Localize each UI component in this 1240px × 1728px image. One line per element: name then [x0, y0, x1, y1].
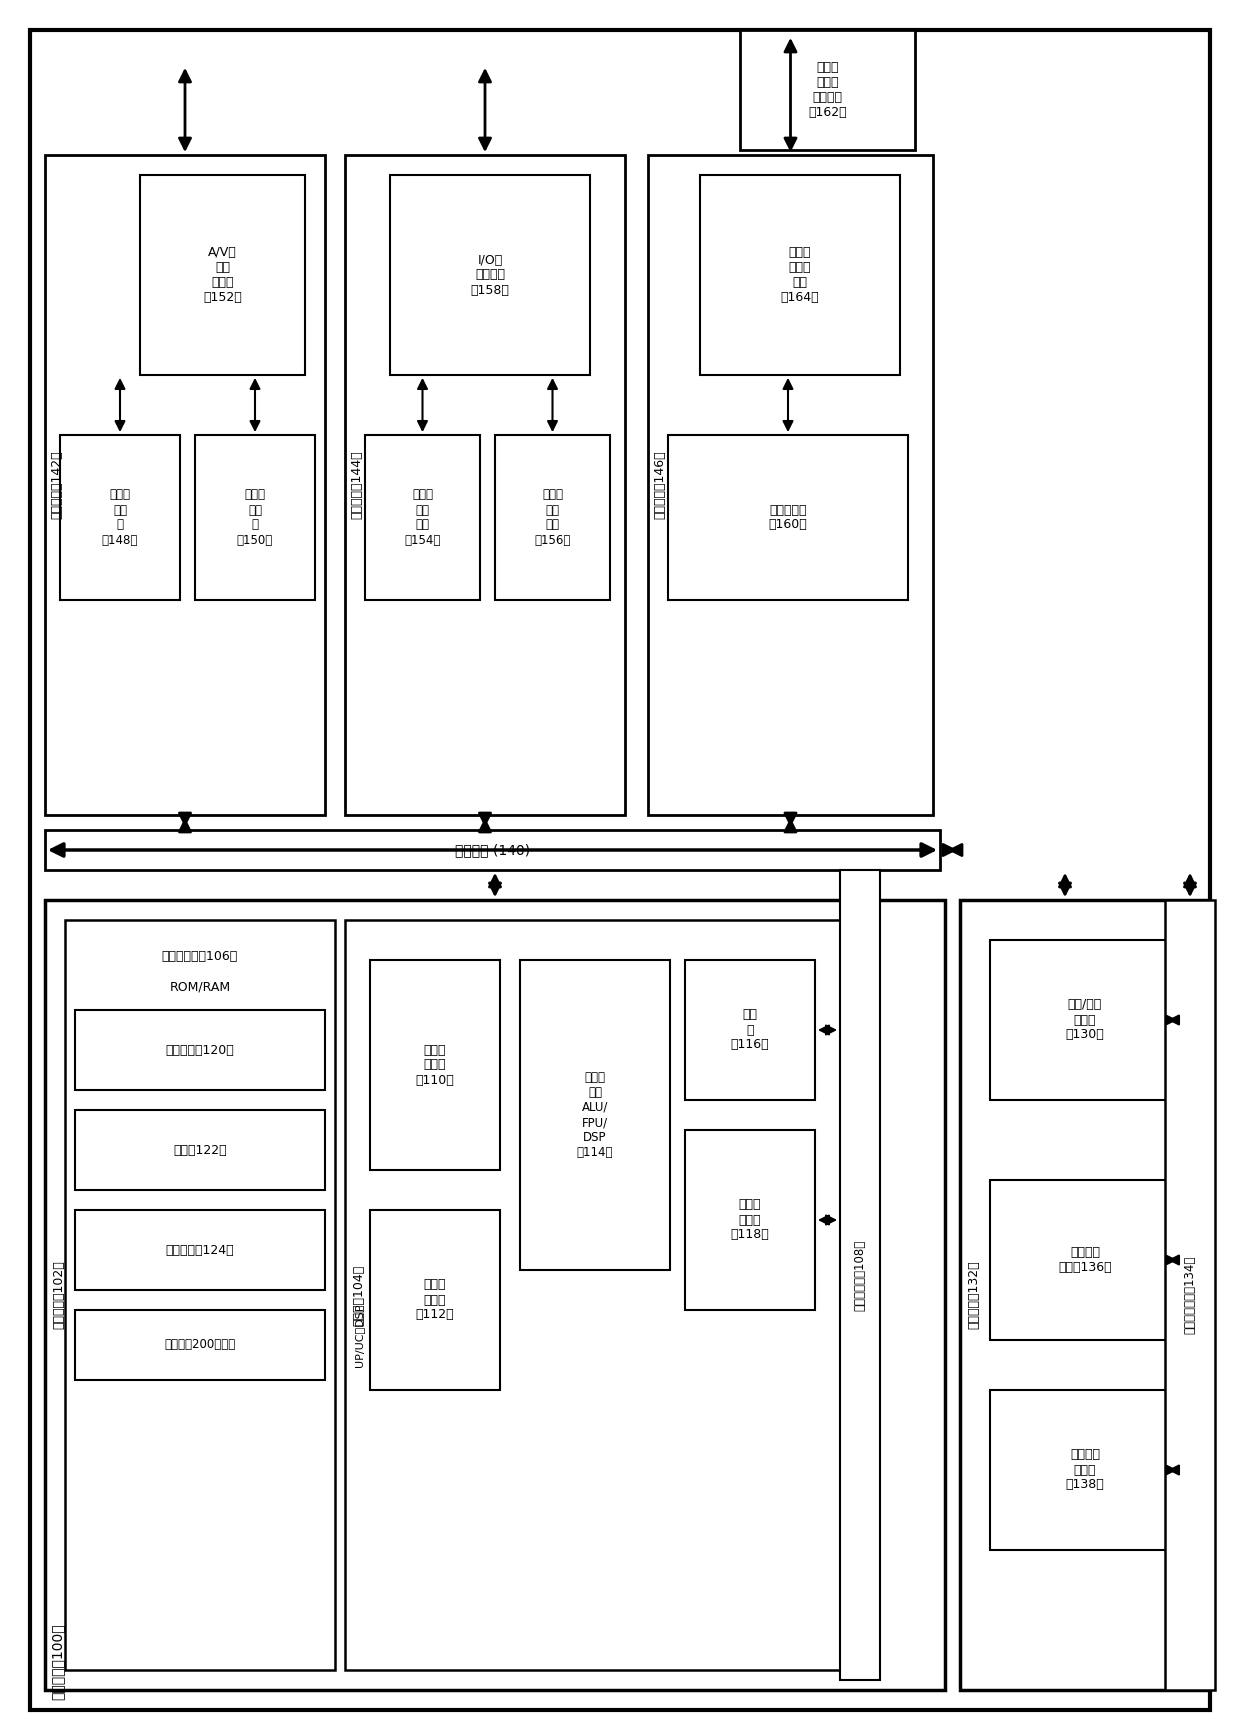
- Bar: [45, 900, 945, 1690]
- Text: 计算设备（100）: 计算设备（100）: [50, 1623, 64, 1700]
- Bar: [990, 1389, 1180, 1550]
- Bar: [365, 435, 480, 600]
- Text: ROM/RAM: ROM/RAM: [170, 980, 231, 994]
- Text: 储存接口总线（134）: 储存接口总线（134）: [1183, 1256, 1197, 1334]
- Text: 处理器（104）: 处理器（104）: [352, 1265, 366, 1325]
- Bar: [990, 1180, 1180, 1339]
- Text: 其他计
算设备
（多个）
（162）: 其他计 算设备 （多个） （162）: [808, 60, 847, 119]
- Bar: [701, 175, 900, 375]
- Bar: [990, 940, 1180, 1101]
- Text: I/O口
（多个）
（158）: I/O口 （多个） （158）: [470, 254, 510, 297]
- Text: 音频处
理单
元
（150）: 音频处 理单 元 （150）: [237, 489, 273, 546]
- Text: 程序数据（124）: 程序数据（124）: [166, 1244, 234, 1256]
- Text: 外围接口（144）: 外围接口（144）: [351, 451, 363, 520]
- Text: 一级高
速缓存
（110）: 一级高 速缓存 （110）: [415, 1044, 454, 1087]
- Text: 图像处
理单
元
（148）: 图像处 理单 元 （148）: [102, 489, 138, 546]
- Bar: [495, 435, 610, 600]
- Bar: [740, 29, 915, 150]
- Text: 基本配置（102）: 基本配置（102）: [52, 1261, 66, 1329]
- Text: 不可移除
存储器
（138）: 不可移除 存储器 （138）: [1065, 1448, 1105, 1491]
- Text: 通信设备（146）: 通信设备（146）: [653, 451, 667, 520]
- Text: 存储设备（132）: 存储设备（132）: [967, 1261, 981, 1329]
- Text: 存储器总线（108）: 存储器总线（108）: [853, 1239, 867, 1310]
- Bar: [649, 156, 932, 816]
- Text: 总线/接口
控制器
（130）: 总线/接口 控制器 （130）: [1065, 999, 1105, 1042]
- Bar: [45, 156, 325, 816]
- Text: 操作系统（120）: 操作系统（120）: [166, 1044, 234, 1056]
- Bar: [74, 1310, 325, 1381]
- Text: 执行方法200的指令: 执行方法200的指令: [165, 1339, 236, 1351]
- Bar: [74, 1210, 325, 1291]
- Text: 可移除存
储器（136）: 可移除存 储器（136）: [1058, 1246, 1112, 1274]
- Bar: [960, 900, 1210, 1690]
- Bar: [60, 435, 180, 600]
- Bar: [668, 435, 908, 600]
- Text: 寄存
器
（116）: 寄存 器 （116）: [730, 1009, 769, 1052]
- Bar: [520, 961, 670, 1270]
- Bar: [195, 435, 315, 600]
- Bar: [140, 175, 305, 375]
- Bar: [370, 961, 500, 1170]
- Bar: [64, 919, 335, 1669]
- Text: 并行接
口控
制器
（156）: 并行接 口控 制器 （156）: [534, 489, 570, 546]
- Bar: [370, 1210, 500, 1389]
- Bar: [45, 829, 940, 869]
- Bar: [839, 869, 880, 1680]
- Text: 串行接
口控
制器
（154）: 串行接 口控 制器 （154）: [404, 489, 440, 546]
- Text: 处理器
核心
ALU/
FPU/
DSP
（114）: 处理器 核心 ALU/ FPU/ DSP （114）: [577, 1071, 614, 1159]
- Bar: [391, 175, 590, 375]
- Text: 网络控制器
（160）: 网络控制器 （160）: [769, 503, 807, 532]
- Text: 输出设备（142）: 输出设备（142）: [51, 451, 63, 520]
- Bar: [345, 919, 844, 1669]
- Bar: [684, 1130, 815, 1310]
- Bar: [74, 1109, 325, 1191]
- Bar: [684, 961, 815, 1101]
- Text: 应用（122）: 应用（122）: [174, 1144, 227, 1156]
- Bar: [1166, 900, 1215, 1690]
- Text: 系统存储器（106）: 系统存储器（106）: [162, 950, 238, 962]
- Text: 二级高
速缓存
（112）: 二级高 速缓存 （112）: [415, 1279, 454, 1322]
- Text: UP/UC／DSP: UP/UC／DSP: [353, 1303, 365, 1367]
- Bar: [74, 1009, 325, 1090]
- Text: 存储器
控制器
（118）: 存储器 控制器 （118）: [730, 1199, 769, 1241]
- Text: 接口总线 (140): 接口总线 (140): [455, 843, 529, 857]
- Text: 通信端
口（多
个）
（164）: 通信端 口（多 个） （164）: [781, 245, 820, 304]
- Bar: [345, 156, 625, 816]
- Text: A/V端
口（
多个）
（152）: A/V端 口（ 多个） （152）: [203, 245, 242, 304]
